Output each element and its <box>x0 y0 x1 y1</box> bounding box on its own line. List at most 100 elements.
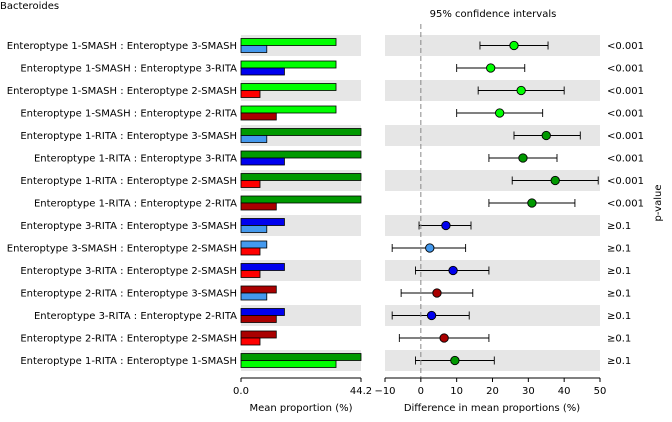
ci-point <box>527 198 537 208</box>
row-label: Enteroptype 1-RITA : Enteroptype 2-SMASH <box>20 176 237 187</box>
ci-row-band <box>385 305 600 326</box>
row-label: Enteroptype 3-RITA : Enteroptype 2-SMASH <box>20 266 237 277</box>
row-labels: Enteroptype 1-SMASH : Enteroptype 3-SMAS… <box>7 41 237 367</box>
bar-group2 <box>240 67 285 76</box>
row-label: Enteroptype 1-SMASH : Enteroptype 3-RITA <box>20 64 237 75</box>
row-label: Enteroptype 3-RITA : Enteroptype 2-RITA <box>34 311 237 322</box>
ci-point <box>448 265 458 276</box>
ci-point <box>439 333 449 343</box>
ci-x-tick-label: 40 <box>558 386 571 397</box>
row-label: Enteroptype 1-RITA : Enteroptype 3-SMASH <box>20 131 237 142</box>
ci-title: 95% confidence intervals <box>430 9 557 20</box>
ci-row-band <box>385 215 600 236</box>
row-label: Enteroptype 1-RITA : Enteroptype 3-RITA <box>34 154 237 165</box>
bar-group2 <box>240 360 337 368</box>
bar-group1 <box>240 353 362 361</box>
ci-marks <box>391 40 599 366</box>
pvalue-label: ≥0.1 <box>607 221 631 232</box>
bar-group1 <box>240 308 285 316</box>
row-label: Enteroptype 1-RITA : Enteroptype 1-SMASH <box>20 356 237 367</box>
pvalue-label: <0.001 <box>607 154 644 165</box>
bar-x-tick-label: 0.0 <box>233 386 249 397</box>
row-label: Enteroptype 2-RITA : Enteroptype 3-SMASH <box>20 289 237 300</box>
bar-x-axis-label: Mean proportion (%) <box>250 403 353 414</box>
bar-group1 <box>240 83 337 91</box>
bar-group2 <box>240 292 268 301</box>
bar-group2 <box>240 315 277 323</box>
bar-group1 <box>240 173 362 181</box>
pvalue-label: <0.001 <box>607 176 644 187</box>
ci-point <box>509 40 519 51</box>
bar-group2 <box>240 247 261 256</box>
bar-group1 <box>240 105 337 114</box>
bar-group2 <box>240 45 268 53</box>
pvalue-label: ≥0.1 <box>607 266 631 277</box>
bar-x-tick-label: 44.2 <box>350 386 372 397</box>
ci-row-band <box>385 170 600 191</box>
bar-marks <box>240 38 362 368</box>
pvalue-label: ≥0.1 <box>607 334 631 345</box>
row-label: Enteroptype 3-RITA : Enteroptype 3-SMASH <box>20 221 237 232</box>
pvalue-axis-label: p-value <box>653 184 664 221</box>
bar-group2 <box>240 337 261 346</box>
bar-group2 <box>240 135 268 143</box>
row-label: Enteroptype 1-SMASH : Enteroptype 2-SMAS… <box>7 86 237 97</box>
bar-group1 <box>240 195 362 204</box>
ci-x-tick-label: 0 <box>418 386 424 397</box>
ci-point <box>541 130 551 141</box>
ci-x-tick-label: 30 <box>522 386 535 397</box>
bar-group2 <box>240 180 261 188</box>
bar-group2 <box>240 157 285 166</box>
pvalue-label: ≥0.1 <box>607 356 631 367</box>
row-label: Enteroptype 1-SMASH : Enteroptype 3-SMAS… <box>7 41 237 52</box>
ci-point <box>441 220 451 231</box>
pvalue-labels: <0.001 <0.001 <0.001 <0.001 <0.001 <0.001 <0.0… <box>607 41 644 367</box>
ci-row-band <box>385 260 600 281</box>
pvalue-label: ≥0.1 <box>607 289 631 300</box>
ci-x-tick-label: −10 <box>374 386 395 397</box>
ci-point <box>432 288 442 298</box>
row-label: Enteroptype 1-RITA : Enteroptype 2-RITA <box>34 199 237 210</box>
bar-group1 <box>240 330 277 339</box>
bar-group1 <box>240 128 362 136</box>
ci-point <box>518 153 528 163</box>
ci-point <box>426 310 437 321</box>
ci-point <box>495 108 505 118</box>
corner-label: Bacteroides <box>0 1 59 12</box>
ci-point <box>516 85 526 96</box>
ci-x-axis-label: Difference in mean proportions (%) <box>404 403 580 414</box>
row-label: Enteroptype 3-SMASH : Enteroptype 2-SMAS… <box>7 244 237 255</box>
ci-point <box>486 63 496 73</box>
bar-group1 <box>240 38 337 46</box>
bar-group1 <box>240 218 285 226</box>
bar-group1 <box>240 285 277 294</box>
bar-group2 <box>240 90 261 98</box>
ci-x-tick-label: 10 <box>450 386 463 397</box>
row-label: Enteroptype 1-SMASH : Enteroptype 2-RITA <box>20 109 237 120</box>
bar-group2 <box>240 112 277 121</box>
ci-x-tick-label: 20 <box>486 386 499 397</box>
ci-point <box>425 243 435 253</box>
bar-group2 <box>240 270 261 278</box>
ci-point <box>450 355 460 366</box>
ci-point <box>550 175 560 186</box>
bar-group2 <box>240 225 268 233</box>
axes: 0.0 44.2 −10 0 10 20 30 40 50 <box>233 24 606 397</box>
bar-group1 <box>240 150 362 159</box>
pvalue-label: <0.001 <box>607 64 644 75</box>
pvalue-label: <0.001 <box>607 41 644 52</box>
bar-group2 <box>240 202 277 211</box>
pvalue-label: ≥0.1 <box>607 311 631 322</box>
ci-x-tick-label: 50 <box>594 386 607 397</box>
row-label: Enteroptype 2-RITA : Enteroptype 2-SMASH <box>20 334 237 345</box>
bar-group1 <box>240 263 285 271</box>
ci-row-band <box>385 125 600 146</box>
bar-group1 <box>240 240 268 249</box>
pvalue-label: <0.001 <box>607 131 644 142</box>
pvalue-label: <0.001 <box>607 109 644 120</box>
pvalue-label: <0.001 <box>607 86 644 97</box>
pvalue-label: ≥0.1 <box>607 244 631 255</box>
bar-group1 <box>240 60 337 69</box>
pvalue-label: <0.001 <box>607 199 644 210</box>
